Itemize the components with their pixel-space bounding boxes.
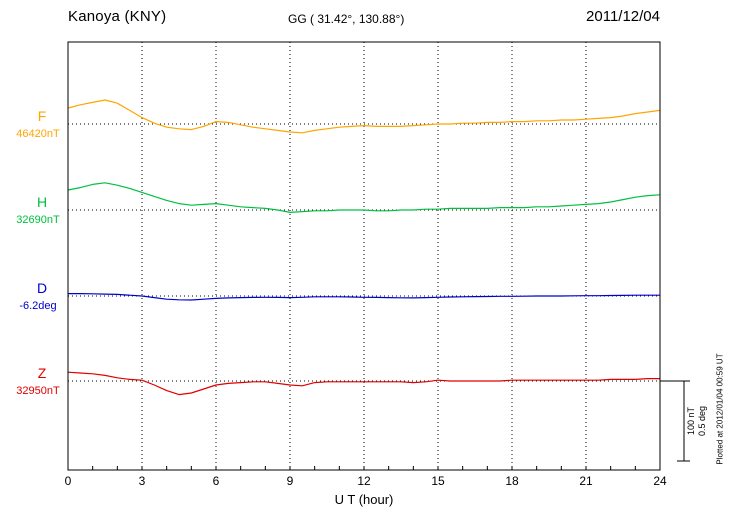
x-tick-label-3: 3: [138, 474, 146, 488]
x-tick-label-12: 12: [357, 474, 371, 488]
component-letter-F: F: [37, 108, 47, 124]
component-letter-Z: Z: [37, 365, 47, 381]
baseline-value-H: 32690nT: [16, 214, 60, 226]
component-letter-H: H: [36, 194, 48, 210]
component-letter-D: D: [36, 280, 48, 296]
scale-bar-nt-label: 100 nT: [686, 406, 696, 436]
scale-bar-deg-label: 0.5 deg: [697, 405, 707, 437]
plot-frame: [67, 41, 661, 471]
plot-date: 2011/12/04: [586, 8, 660, 25]
trace-H: [67, 182, 661, 213]
x-tick-labels: 0 3 6 9 12 15 18 21 24: [0, 474, 730, 490]
trace-F: [67, 99, 661, 134]
x-tick-label-15: 15: [431, 474, 445, 488]
x-tick-label-21: 21: [579, 474, 593, 488]
x-tick-label-9: 9: [286, 474, 294, 488]
x-axis-label: U T (hour): [334, 492, 394, 507]
station-title: Kanoya (KNY): [68, 8, 167, 25]
x-tick-label-6: 6: [212, 474, 220, 488]
geographic-coordinates: GG ( 31.42°, 130.88°): [288, 12, 405, 26]
trace-D: [67, 293, 661, 301]
trace-Z: [67, 371, 661, 396]
x-tick-label-18: 18: [505, 474, 519, 488]
baseline-value-F: 46420nT: [16, 128, 60, 140]
x-tick-label-24: 24: [653, 474, 667, 488]
x-tick-label-0: 0: [64, 474, 72, 488]
baseline-value-D: -6.2deg: [19, 300, 57, 312]
baseline-value-Z: 32950nT: [16, 385, 60, 397]
plotted-at-note: Plotted at 2012/01/04 00:59 UT: [715, 353, 725, 465]
